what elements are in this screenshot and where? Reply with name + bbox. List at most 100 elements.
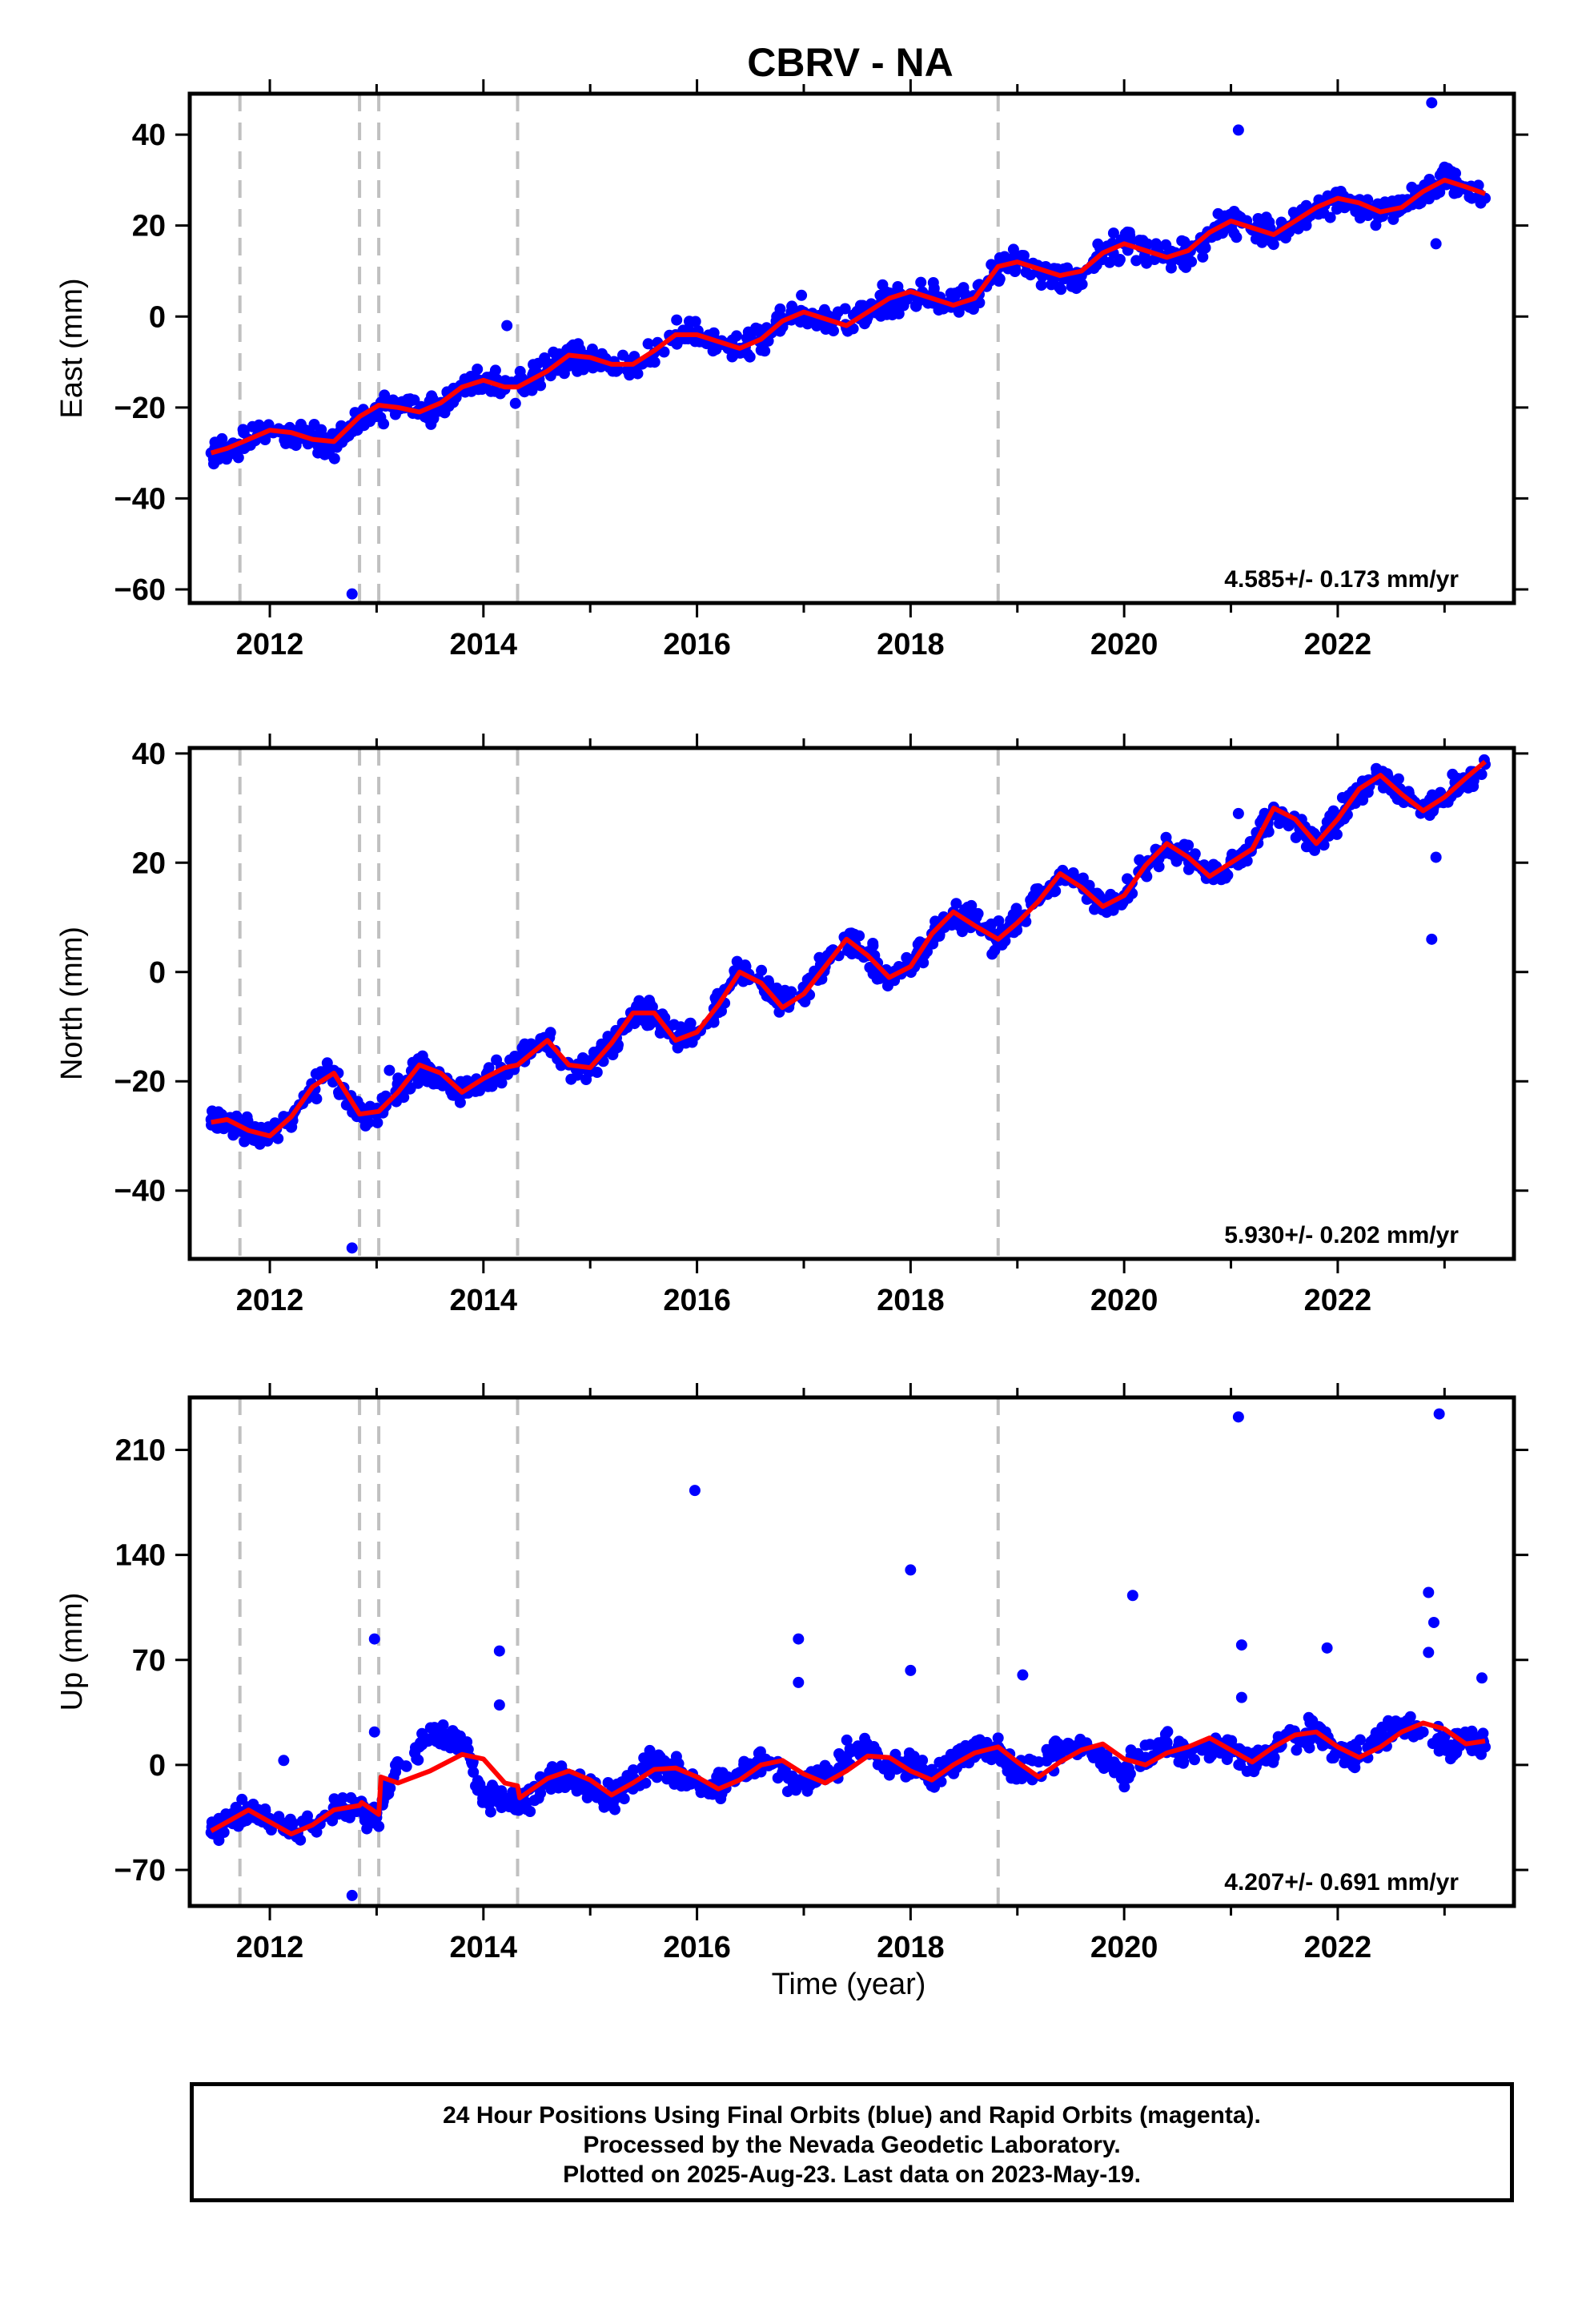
position-point <box>485 385 497 397</box>
position-point <box>426 390 438 402</box>
position-point <box>1207 858 1219 870</box>
position-point <box>1387 195 1398 207</box>
position-point <box>413 1741 425 1753</box>
y-axis-label: East (mm) <box>55 278 89 418</box>
figure-title: CBRV - NA <box>747 40 953 85</box>
position-point <box>218 1123 230 1135</box>
position-point <box>1451 1747 1463 1759</box>
position-point <box>642 338 654 350</box>
position-point <box>993 915 1005 927</box>
position-point <box>986 948 998 960</box>
position-point <box>489 364 501 376</box>
daily-positions <box>205 754 1491 1254</box>
y-tick-label: −40 <box>114 1175 166 1208</box>
position-point <box>841 1734 853 1746</box>
position-point <box>302 1810 313 1822</box>
position-point <box>708 1016 720 1028</box>
outlier-point <box>1423 1647 1435 1659</box>
y-tick-label: −40 <box>114 482 166 516</box>
position-point <box>618 1793 630 1805</box>
outlier-point <box>1430 238 1442 250</box>
position-point <box>1033 1756 1045 1768</box>
position-point <box>1042 1748 1054 1760</box>
x-tick-label: 2016 <box>663 1284 731 1317</box>
x-tick-label: 2012 <box>236 628 304 661</box>
position-point <box>652 1749 665 1761</box>
y-tick-label: 20 <box>132 210 166 243</box>
position-point <box>1304 1734 1315 1746</box>
outlier-point <box>1476 1672 1488 1684</box>
position-point <box>654 1027 666 1039</box>
position-point <box>785 986 797 998</box>
position-point <box>208 458 219 470</box>
plot-frame <box>187 1395 1516 1908</box>
position-point <box>954 1743 966 1755</box>
x-tick-label: 2020 <box>1090 1284 1158 1317</box>
position-point <box>412 1077 424 1089</box>
position-point <box>553 348 565 360</box>
outlier-point <box>1232 1411 1244 1423</box>
position-point <box>295 1834 307 1846</box>
outlier-point <box>1423 1586 1435 1598</box>
position-point <box>1479 1741 1491 1753</box>
position-point <box>1331 203 1343 215</box>
position-point <box>323 448 335 460</box>
x-axis-label: Time (year) <box>772 1968 926 2001</box>
position-point <box>499 1792 511 1804</box>
position-point <box>1263 826 1275 838</box>
position-point <box>1097 1756 1109 1768</box>
plot-frame <box>187 91 1516 605</box>
position-point <box>310 1068 322 1080</box>
y-tick-label: 40 <box>132 119 166 152</box>
outlier-point <box>346 588 358 600</box>
position-point <box>1476 769 1488 780</box>
rate-annotation: 4.207+/- 0.691 mm/yr <box>1224 1869 1459 1896</box>
position-point <box>468 1766 480 1778</box>
outlier-point <box>905 1564 917 1576</box>
position-point <box>416 1727 428 1739</box>
outlier-point <box>1433 1408 1445 1420</box>
model-fit-line <box>210 177 1487 456</box>
position-point <box>1162 1726 1174 1738</box>
position-point <box>1114 254 1126 265</box>
position-point <box>1470 1744 1482 1756</box>
position-point <box>897 300 909 312</box>
y-tick-label: −20 <box>114 392 166 425</box>
position-point <box>588 1046 600 1058</box>
position-point <box>1169 851 1181 863</box>
position-point <box>591 1067 603 1078</box>
outlier-point <box>1430 851 1442 863</box>
position-point <box>392 1759 404 1771</box>
position-point <box>594 1790 606 1802</box>
position-point <box>487 1779 498 1791</box>
position-point <box>1303 1711 1315 1723</box>
position-point <box>1182 863 1195 875</box>
outlier-point <box>493 1645 505 1657</box>
position-point <box>437 1719 449 1731</box>
position-point <box>841 1751 853 1763</box>
position-point <box>671 314 683 326</box>
position-point <box>345 1791 357 1803</box>
position-point <box>470 1780 481 1792</box>
position-point <box>1212 207 1224 219</box>
position-point <box>933 304 945 316</box>
position-point <box>1258 215 1269 227</box>
outlier-point <box>383 1064 396 1076</box>
position-point <box>577 364 589 376</box>
position-point <box>862 1744 874 1756</box>
panel-north: 2012 2014 2016 2018 2020 2022 −40 −20 0 20 40 North… <box>55 734 1528 1317</box>
position-point <box>950 898 962 910</box>
position-point <box>509 397 521 409</box>
x-tick-label: 2014 <box>450 1931 518 1964</box>
outlier-point <box>368 1633 380 1645</box>
position-point <box>456 1736 468 1748</box>
position-point <box>359 1815 371 1827</box>
position-point <box>658 346 670 358</box>
position-point <box>565 1073 577 1085</box>
x-tick-label: 2016 <box>663 1931 731 1964</box>
position-point <box>434 1738 446 1750</box>
position-point <box>853 930 865 942</box>
position-point <box>1241 1765 1253 1777</box>
position-point <box>917 1755 929 1767</box>
